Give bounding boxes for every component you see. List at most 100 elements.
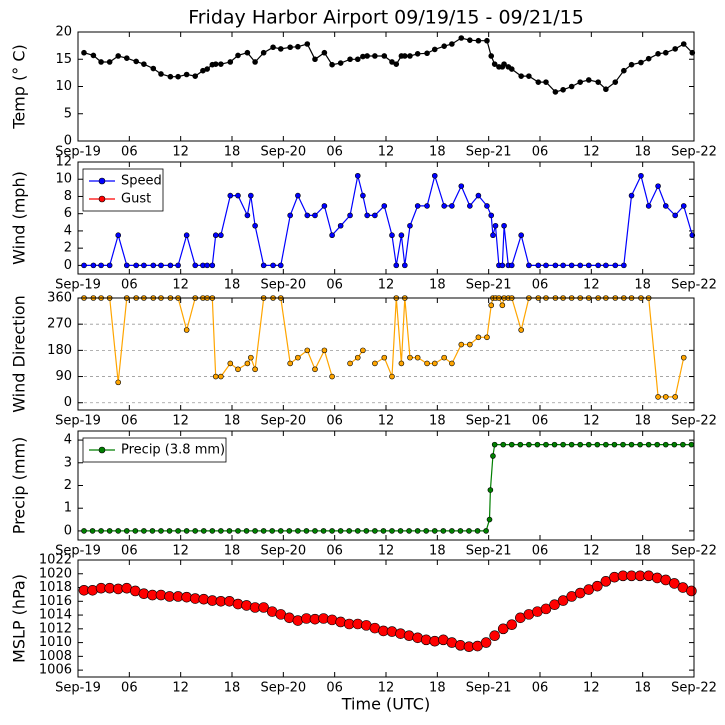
x-tick-label: 18 [224, 278, 241, 293]
data-point [192, 73, 199, 79]
x-tick-label: Sep-22 [671, 544, 717, 559]
data-point [158, 71, 164, 77]
data-point [252, 222, 258, 229]
data-point [270, 262, 276, 269]
data-point [431, 360, 438, 367]
x-tick-label: 12 [378, 681, 395, 696]
x-tick-label: 06 [121, 278, 138, 293]
data-point [488, 212, 495, 219]
plot-frame [77, 559, 695, 678]
data-point [287, 212, 293, 219]
data-point [141, 528, 147, 534]
data-point [287, 44, 293, 51]
data-point [611, 441, 618, 448]
data-point [662, 394, 669, 400]
x-tick-label: Sep-19 [55, 681, 101, 696]
x-tick-label: Sep-19 [55, 278, 101, 293]
x-axis-label: Time (UTC) [341, 695, 430, 714]
data-point [680, 354, 687, 361]
data-point [688, 441, 695, 448]
panel: 0 5 10 15 20 Sep-19 06 12 18 Sep-20 06 12 18 Sep-21 06… [10, 25, 717, 160]
data-point [98, 262, 104, 269]
data-point [175, 528, 181, 534]
data-point [175, 73, 181, 80]
x-tick-label: 12 [583, 681, 600, 696]
data-point [560, 262, 566, 269]
data-point [226, 528, 233, 534]
data-point [568, 441, 575, 448]
data-point [487, 487, 494, 493]
y-tick-label: 0 [64, 395, 72, 410]
x-tick-label: 06 [532, 414, 549, 429]
data-point [457, 528, 464, 534]
y-tick-label: 1010 [39, 635, 72, 650]
data-point [312, 56, 318, 63]
data-point [89, 528, 96, 534]
x-tick-label: 12 [378, 414, 395, 429]
x-tick-label: 18 [634, 278, 651, 293]
series-line [84, 173, 693, 266]
data-point [474, 528, 481, 534]
data-point [321, 49, 328, 56]
data-point [595, 262, 601, 269]
data-point [235, 52, 241, 59]
data-point [389, 232, 395, 239]
data-point [560, 441, 566, 448]
data-point [577, 441, 584, 448]
data-point [329, 373, 335, 380]
data-point [488, 53, 495, 59]
data-point [535, 79, 542, 85]
data-point [499, 302, 506, 309]
data-point [672, 212, 678, 219]
x-tick-label: 06 [326, 414, 343, 429]
data-point [543, 441, 549, 448]
data-point [347, 56, 353, 63]
data-point [407, 354, 413, 361]
x-tick-label: Sep-22 [671, 414, 717, 429]
data-point [686, 585, 697, 597]
data-point [645, 203, 652, 209]
y-tick-label: 360 [47, 291, 72, 306]
data-point [568, 262, 575, 269]
data-point [227, 59, 234, 65]
data-point [637, 441, 643, 448]
data-point [672, 46, 678, 52]
x-tick-label: 18 [224, 145, 241, 160]
data-point [175, 262, 181, 269]
y-tick-label: 20 [55, 25, 72, 40]
data-point [402, 53, 408, 59]
data-point [501, 61, 507, 67]
data-point [269, 528, 276, 534]
data-point [243, 528, 250, 534]
x-tick-label: Sep-22 [671, 681, 717, 696]
data-point [363, 528, 370, 534]
x-tick-label: 18 [224, 681, 241, 696]
x-tick-label: 18 [429, 544, 446, 559]
x-tick-label: 06 [121, 544, 138, 559]
data-point [337, 222, 344, 229]
data-point [483, 528, 489, 534]
data-point [277, 46, 284, 52]
y-tick-label: 4 [64, 223, 72, 238]
data-point [258, 602, 269, 613]
data-point [431, 46, 438, 53]
data-point [133, 58, 139, 65]
data-point [329, 528, 335, 534]
x-tick-label: 12 [172, 145, 189, 160]
data-point [81, 528, 87, 534]
data-point [98, 528, 104, 534]
data-point [508, 66, 515, 72]
x-tick-label: Sep-20 [260, 544, 306, 559]
data-point [490, 453, 496, 459]
data-point [414, 528, 421, 534]
data-point [441, 354, 447, 361]
data-point [645, 441, 652, 448]
x-tick-label: 18 [224, 414, 241, 429]
data-point [183, 327, 190, 333]
data-point [115, 232, 122, 239]
data-point [467, 37, 473, 43]
data-point [260, 528, 267, 534]
data-point [458, 35, 465, 41]
